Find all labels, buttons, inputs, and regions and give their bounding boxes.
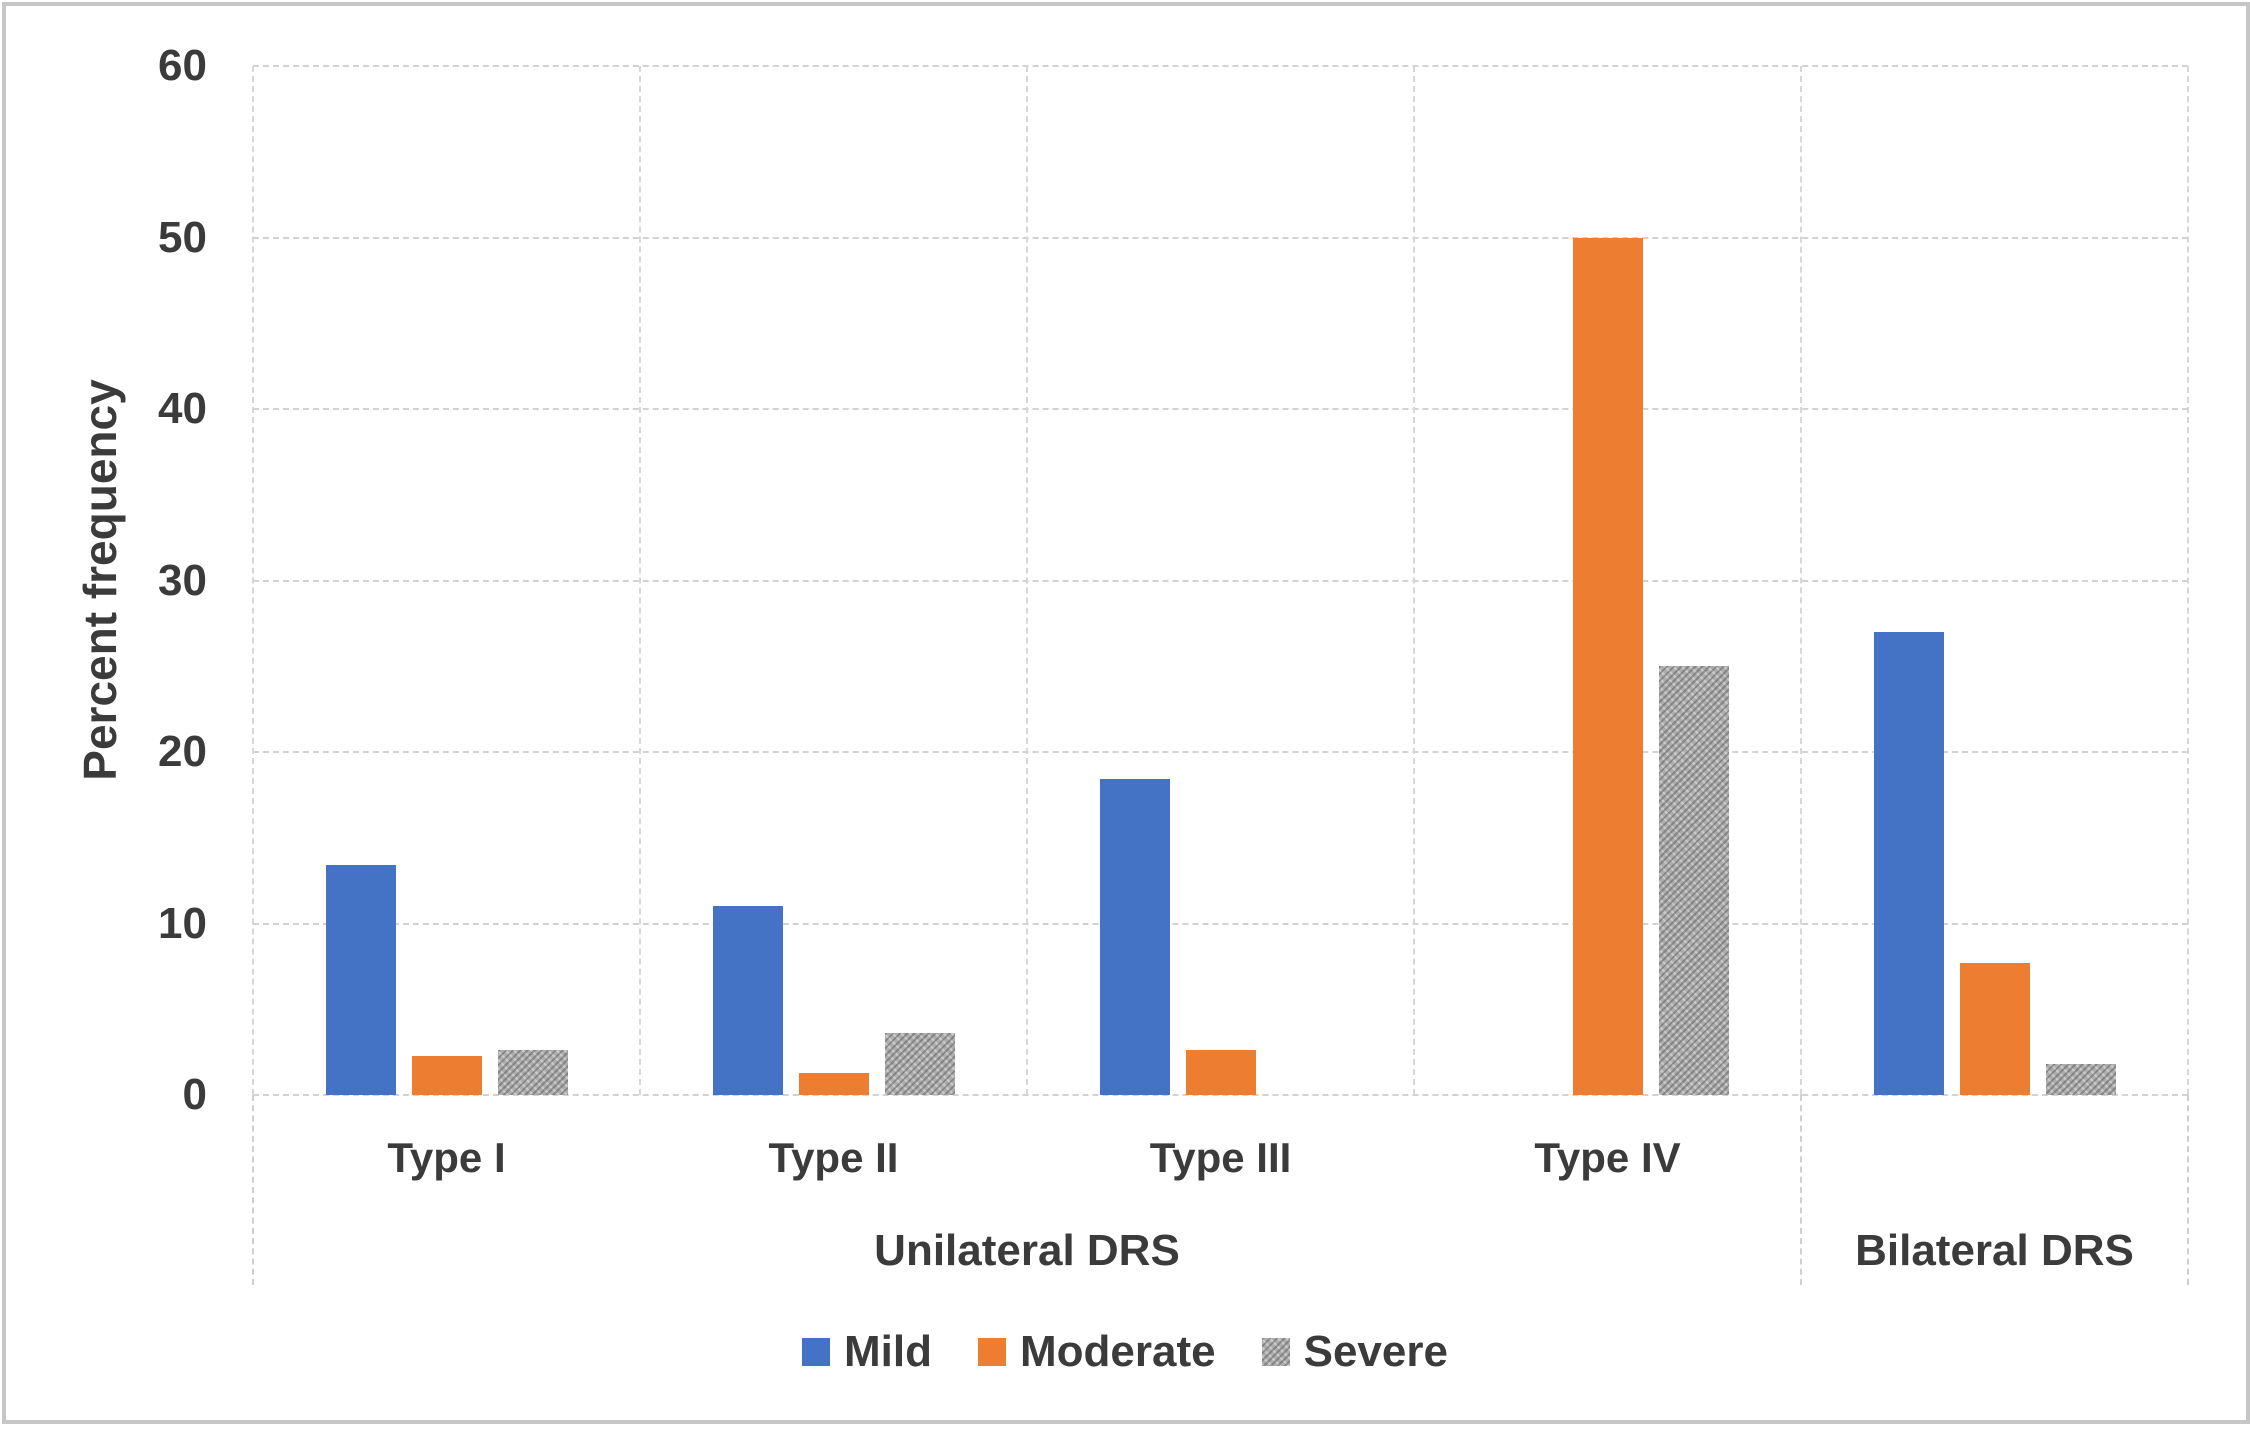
- axis-tier-separator-0: [252, 1095, 254, 1285]
- bar-mild-type-iii: [1099, 779, 1170, 1095]
- legend-swatch-mild: [802, 1338, 831, 1366]
- legend-label-mild: Mild: [844, 1327, 933, 1376]
- gridline-x-0: [252, 66, 254, 1095]
- gridline-y-10: [253, 922, 2188, 925]
- gridline-x-4: [1800, 66, 1802, 1095]
- bar-severe-bilateral-drs: [2045, 1064, 2116, 1095]
- gridline-y-30: [253, 579, 2188, 582]
- group-label-bilateral-drs: Bilateral DRS: [1855, 1226, 2134, 1275]
- category-label-type-iii: Type III: [1149, 1134, 1292, 1181]
- legend-label-severe: Severe: [1303, 1327, 1448, 1376]
- bar-severe-type-i: [497, 1050, 568, 1095]
- y-tick-label: 40: [158, 384, 207, 433]
- gridline-y-0: [253, 1094, 2188, 1096]
- legend: Mild Moderate Severe: [0, 1322, 2250, 1382]
- legend-swatch-moderate: [978, 1338, 1007, 1366]
- group-label-unilateral-drs: Unilateral DRS: [874, 1226, 1180, 1275]
- bar-mild-type-i: [325, 865, 396, 1095]
- legend-item-mild: Mild: [802, 1327, 932, 1377]
- legend-item-severe: Severe: [1261, 1327, 1448, 1377]
- gridline-y-50: [253, 236, 2188, 239]
- bar-moderate-type-iii: [1185, 1050, 1256, 1095]
- axis-tier-separator-1: [1800, 1095, 1802, 1285]
- gridline-y-60: [253, 65, 2188, 67]
- category-label-type-iv: Type IV: [1534, 1134, 1681, 1181]
- bar-moderate-bilateral-drs: [1959, 962, 2030, 1095]
- category-label-type-ii: Type II: [768, 1134, 899, 1181]
- bar-mild-type-ii: [712, 906, 783, 1095]
- category-label-type-i: Type I: [387, 1134, 506, 1181]
- gridline-x-5: [2187, 66, 2189, 1095]
- gridline-x-3: [1413, 66, 1415, 1095]
- gridline-y-20: [253, 751, 2188, 753]
- bar-moderate-type-ii: [798, 1072, 869, 1095]
- y-tick-label: 10: [158, 898, 207, 948]
- y-tick-label: 20: [158, 727, 207, 776]
- bar-mild-bilateral-drs: [1873, 631, 1944, 1095]
- axis-tier-separator-2: [2187, 1095, 2189, 1285]
- y-tick-label: 60: [158, 41, 207, 90]
- y-tick-label: 50: [158, 212, 207, 262]
- y-tick-label: 30: [158, 555, 207, 605]
- gridline-y-40: [253, 408, 2188, 410]
- bar-severe-type-iv: [1658, 666, 1729, 1095]
- bar-moderate-type-iv: [1572, 237, 1643, 1095]
- legend-item-moderate: Moderate: [978, 1327, 1216, 1377]
- gridline-x-1: [639, 66, 641, 1095]
- bar-moderate-type-i: [411, 1055, 482, 1095]
- gridline-x-2: [1026, 66, 1028, 1095]
- y-tick-label: 0: [182, 1070, 207, 1119]
- legend-swatch-severe: [1261, 1338, 1290, 1366]
- bar-severe-type-ii: [884, 1033, 955, 1095]
- legend-label-moderate: Moderate: [1020, 1327, 1216, 1376]
